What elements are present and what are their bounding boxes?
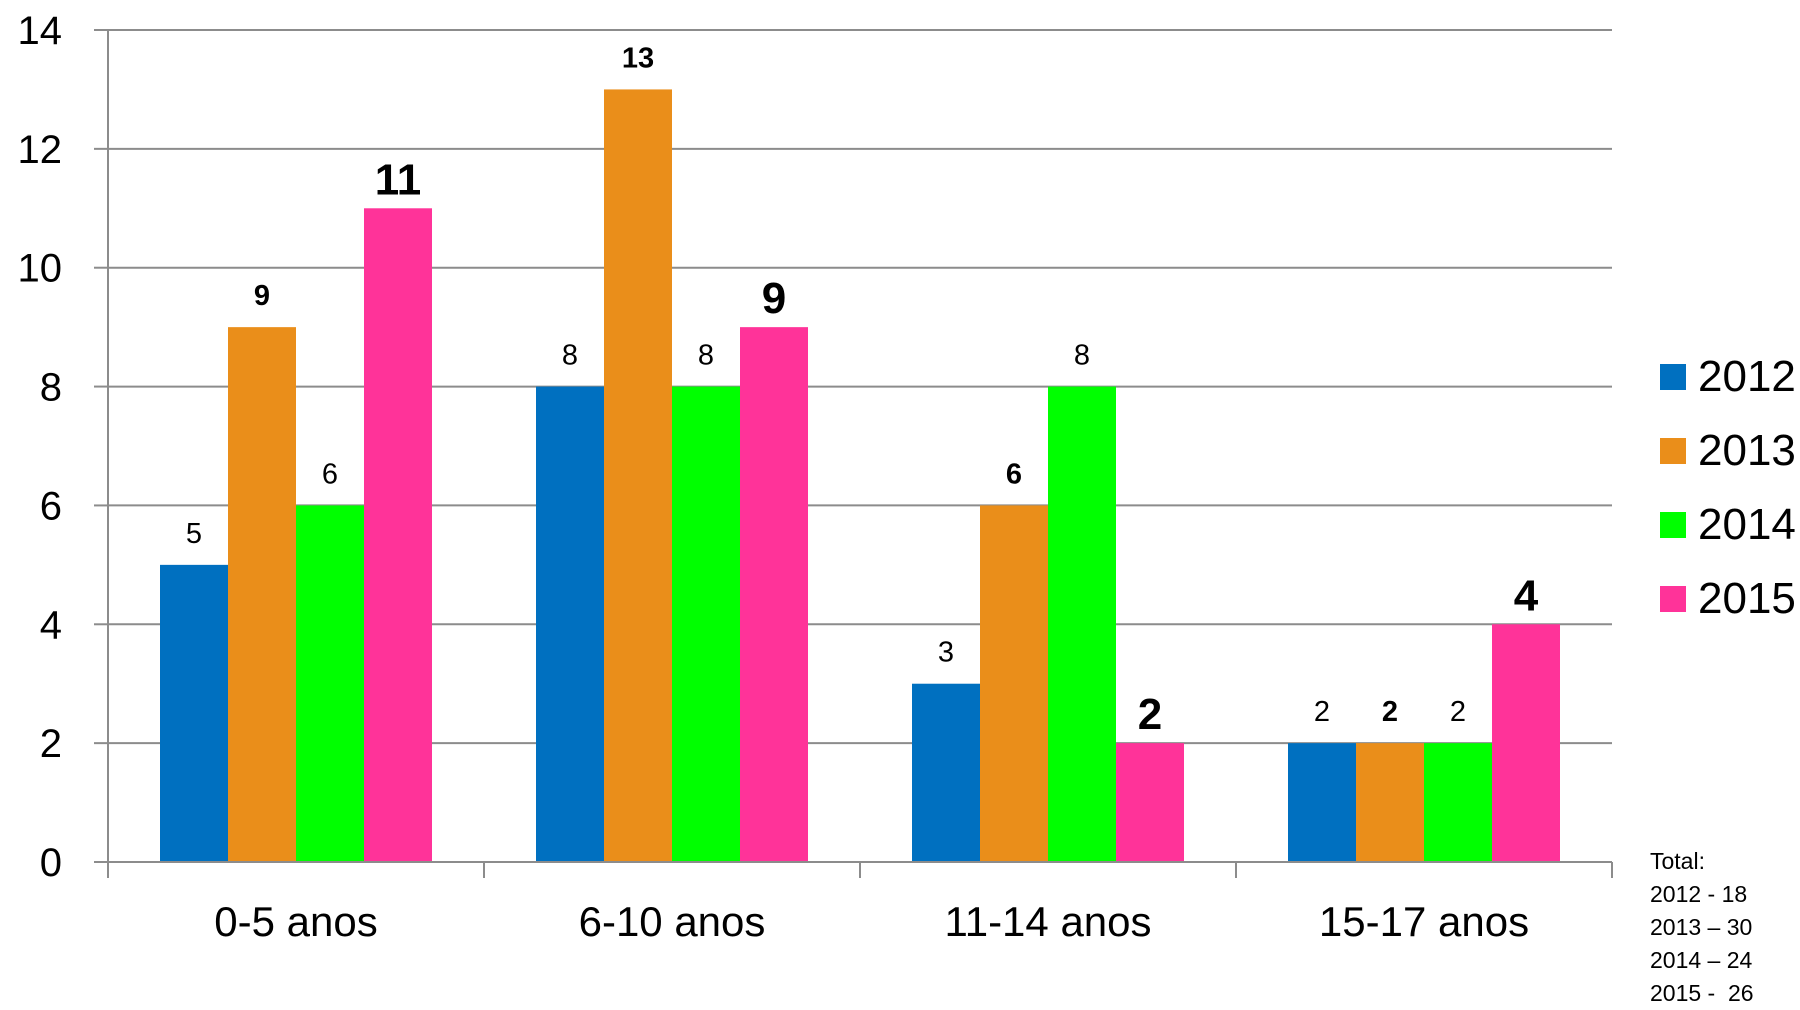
data-label: 2 [1382, 696, 1398, 728]
data-label: 2 [1138, 690, 1162, 739]
totals-line-2013: 2013 – 30 [1650, 914, 1753, 940]
bars [160, 89, 1560, 863]
y-tick-label: 4 [40, 603, 62, 647]
totals-line-2015: 2015 - 26 [1650, 980, 1754, 1006]
y-tick-label: 6 [40, 484, 62, 528]
y-tick-label: 10 [18, 247, 63, 291]
bar-2015 [1492, 624, 1560, 862]
data-label: 8 [1074, 340, 1090, 372]
bar-2012 [912, 683, 980, 862]
data-label: 13 [622, 42, 654, 74]
legend-swatch [1660, 512, 1686, 538]
legend-swatch [1660, 438, 1686, 464]
bar-2014 [1424, 743, 1492, 862]
legend-label: 2014 [1698, 500, 1796, 549]
bar-2014 [1048, 386, 1116, 862]
bar-2012 [1288, 743, 1356, 862]
y-tick-label: 14 [18, 9, 63, 53]
data-label: 8 [698, 340, 714, 372]
bar-2012 [160, 564, 228, 862]
bar-2013 [980, 505, 1048, 862]
legend-label: 2015 [1698, 574, 1796, 623]
bar-2015 [1116, 743, 1184, 862]
data-label: 9 [762, 274, 786, 323]
y-tick-label: 12 [18, 128, 63, 172]
bar-2013 [228, 327, 296, 863]
data-label: 2 [1450, 696, 1466, 728]
bar-2014 [296, 505, 364, 862]
bar-2015 [364, 208, 432, 863]
legend-item-2014: 2014 [1660, 488, 1796, 562]
data-label: 5 [186, 518, 202, 550]
data-label: 6 [1006, 458, 1022, 490]
legend-item-2015: 2015 [1660, 562, 1796, 636]
bar-2015 [740, 327, 808, 863]
data-label: 2 [1314, 696, 1330, 728]
totals-line-2012: 2012 - 18 [1650, 881, 1748, 907]
x-tick-label: 0-5 anos [214, 898, 377, 945]
totals-title: Total: [1650, 848, 1705, 874]
data-label: 11 [375, 155, 422, 204]
bar-2013 [604, 89, 672, 862]
totals-line-2014: 2014 – 24 [1650, 947, 1753, 973]
legend: 2012 2013 2014 2015 [1660, 340, 1796, 636]
data-label: 8 [562, 340, 578, 372]
legend-swatch [1660, 586, 1686, 612]
bar-2013 [1356, 743, 1424, 862]
legend-swatch [1660, 364, 1686, 390]
data-label: 4 [1514, 571, 1539, 620]
data-label: 3 [938, 637, 954, 669]
y-tick-label: 2 [40, 722, 62, 766]
y-tick-label: 8 [40, 366, 62, 410]
axes: 0 2 4 6 8 10 12 14 0-5 anos 6-10 anos 11-14 anos 15… [18, 9, 1613, 945]
data-label: 9 [254, 280, 270, 312]
y-tick-label: 0 [40, 841, 62, 885]
legend-item-2013: 2013 [1660, 414, 1796, 488]
x-tick-label: 11-14 anos [944, 898, 1151, 945]
legend-label: 2013 [1698, 426, 1796, 475]
data-labels: 5 9 6 11 8 13 8 9 3 6 8 2 2 2 2 4 [186, 42, 1539, 739]
bar-2012 [536, 386, 604, 862]
x-tick-label: 6-10 anos [579, 898, 766, 945]
totals-note: Total: 2012 - 18 2013 – 30 2014 – 24 201… [1650, 845, 1754, 1010]
legend-label: 2012 [1698, 352, 1796, 401]
legend-item-2012: 2012 [1660, 340, 1796, 414]
data-label: 6 [322, 458, 338, 490]
bar-2014 [672, 386, 740, 862]
x-tick-label: 15-17 anos [1319, 898, 1529, 945]
